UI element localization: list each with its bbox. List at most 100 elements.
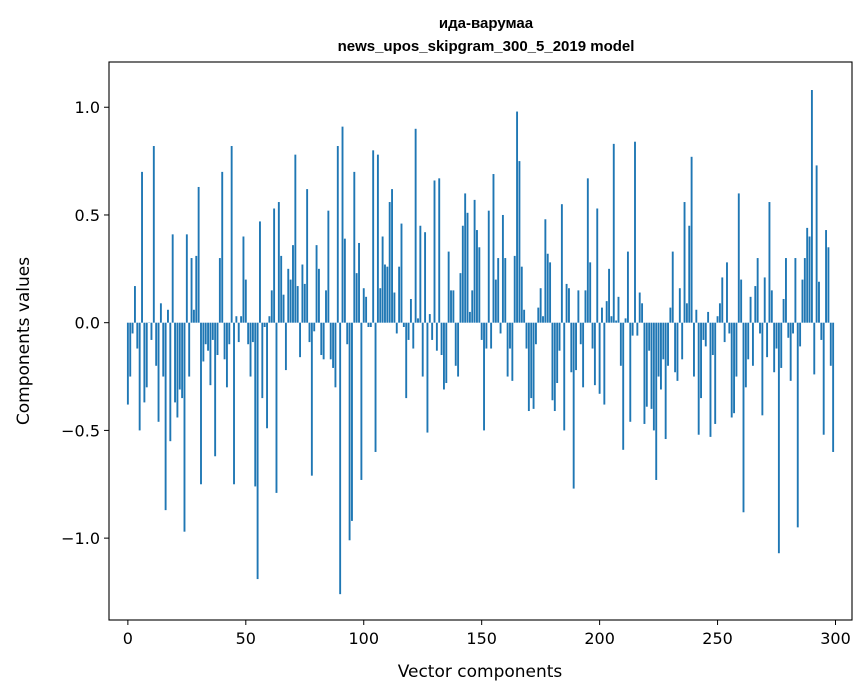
bar — [560, 204, 563, 323]
bar-series — [126, 90, 835, 595]
bar — [360, 322, 363, 480]
bar — [412, 322, 415, 349]
bar — [202, 322, 205, 362]
bar — [195, 255, 198, 323]
bar — [799, 322, 802, 347]
bar — [499, 322, 502, 334]
bar — [492, 174, 495, 323]
bar — [643, 322, 646, 424]
bar — [579, 322, 582, 345]
bar — [164, 322, 167, 511]
bar — [626, 251, 629, 323]
bar — [181, 322, 184, 399]
bar — [629, 322, 632, 422]
bar — [761, 322, 764, 416]
bar — [624, 318, 627, 323]
bar — [457, 322, 460, 377]
bar — [315, 245, 318, 323]
bar — [789, 322, 792, 381]
bar — [780, 322, 783, 368]
bar — [476, 230, 478, 323]
bar — [143, 322, 146, 403]
bar — [358, 242, 360, 323]
bar — [374, 322, 377, 452]
bar — [801, 279, 804, 323]
bar — [563, 322, 566, 431]
bar — [400, 223, 403, 323]
x-axis-ticks: 0 50 100 150 200 250 300 — [123, 620, 851, 648]
bar — [256, 322, 259, 580]
bar — [136, 322, 139, 349]
bar — [490, 322, 493, 349]
bar — [759, 322, 761, 334]
bar — [244, 279, 247, 323]
bar — [388, 202, 391, 323]
bar — [174, 322, 176, 403]
bar — [216, 322, 219, 356]
bar — [700, 322, 702, 399]
bar — [218, 258, 221, 323]
bar — [497, 258, 500, 323]
bar — [379, 288, 382, 323]
bar — [735, 322, 738, 377]
bar — [332, 322, 335, 368]
bar — [200, 322, 202, 485]
bar — [421, 322, 424, 377]
bar — [190, 258, 193, 323]
bar — [770, 290, 773, 323]
bar — [775, 322, 778, 349]
bar — [796, 322, 799, 528]
bar — [473, 199, 476, 323]
bar — [159, 303, 162, 323]
bar — [454, 322, 457, 366]
bar — [447, 251, 450, 323]
bar — [589, 262, 592, 323]
bar — [284, 322, 287, 371]
bar — [815, 165, 818, 323]
bar — [273, 208, 276, 323]
x-axis-label: Vector components — [398, 662, 563, 682]
bar — [306, 189, 309, 323]
bar — [792, 322, 794, 334]
bar — [810, 90, 813, 323]
bar — [513, 255, 516, 323]
bar — [645, 322, 648, 407]
bar — [829, 322, 832, 366]
bar — [317, 268, 320, 323]
bar — [568, 288, 570, 323]
bar — [171, 234, 174, 323]
bar — [254, 322, 257, 487]
bar — [678, 288, 681, 323]
x-tick-label: 100 — [348, 629, 379, 648]
bar — [188, 322, 191, 377]
y-tick-label: −0.5 — [61, 421, 100, 440]
bar — [822, 322, 825, 435]
bar — [131, 322, 134, 334]
bar — [749, 296, 752, 323]
bar — [825, 230, 827, 323]
bar — [152, 146, 155, 323]
bar — [664, 322, 667, 440]
bar — [634, 141, 636, 323]
x-tick-label: 300 — [820, 629, 851, 648]
bar — [289, 279, 292, 323]
bar — [827, 247, 830, 323]
bar — [402, 322, 405, 327]
bar — [386, 266, 389, 323]
bar — [157, 322, 160, 422]
bar — [247, 322, 250, 345]
bar — [808, 236, 811, 323]
bar — [211, 322, 214, 340]
bar — [277, 202, 280, 323]
bar — [655, 322, 658, 480]
bar — [546, 253, 549, 323]
bar — [756, 258, 759, 323]
bar — [322, 322, 325, 360]
bar — [150, 322, 153, 340]
plot-frame — [108, 61, 853, 621]
bar — [619, 322, 622, 366]
bar — [593, 322, 596, 386]
bar — [365, 296, 368, 323]
bar — [707, 311, 710, 323]
